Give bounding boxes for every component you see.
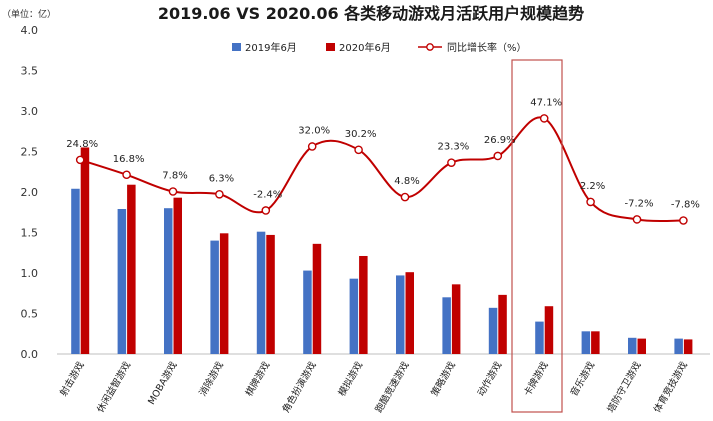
bar — [266, 234, 275, 354]
bar — [71, 188, 80, 354]
x-tick-label: 塔防守卫游戏 — [605, 359, 644, 415]
bar — [544, 306, 554, 354]
growth-point — [261, 206, 271, 215]
bar — [535, 321, 544, 354]
growth-label: 7.8% — [162, 170, 187, 181]
bar — [628, 337, 637, 354]
bar — [219, 233, 229, 354]
bar — [591, 331, 600, 354]
x-tick-label: 模拟游戏 — [336, 359, 366, 398]
bar — [349, 278, 359, 354]
x-tick-label: 卡牌游戏 — [521, 359, 551, 398]
growth-label: 26.9% — [484, 135, 516, 146]
x-tick-label: MOBA游戏 — [145, 359, 179, 407]
bar — [396, 275, 405, 354]
y-tick-label: 0.5 — [21, 308, 39, 321]
bar — [451, 284, 461, 354]
growth-point — [307, 142, 317, 151]
growth-label: -2.4% — [253, 189, 282, 200]
bar — [359, 255, 368, 354]
y-unit-label: （单位：亿） — [2, 8, 56, 20]
bar — [256, 231, 266, 354]
bar — [127, 184, 136, 354]
growth-label: 30.2% — [345, 129, 377, 140]
bars — [71, 147, 693, 354]
bar — [581, 331, 591, 354]
y-tick-label: 2.0 — [21, 186, 39, 199]
growth-point — [586, 197, 595, 207]
legend-label: 同比增长率（%） — [447, 41, 527, 54]
growth-label: 4.8% — [394, 176, 419, 187]
y-tick-label: 4.0 — [21, 24, 39, 37]
growth-line: 24.8% 16.8% 7.8% 6.3% -2.4% 32.0% 30.2% 4.8% 23.… — [66, 97, 700, 225]
bar — [683, 339, 693, 354]
y-tick-label: 3.0 — [21, 105, 39, 118]
bar — [80, 147, 90, 354]
bar — [173, 197, 182, 354]
y-tick-label: 0.0 — [21, 348, 39, 361]
growth-point — [354, 145, 363, 155]
x-tick-label: 跑酷竞速游戏 — [373, 359, 412, 415]
bar — [674, 338, 683, 354]
x-tick-label: 角色扮演游戏 — [280, 359, 319, 415]
y-tick-label: 1.5 — [21, 227, 39, 240]
x-tick-label: 动作游戏 — [475, 359, 505, 398]
growth-label: 23.3% — [438, 142, 470, 153]
growth-point — [168, 187, 178, 196]
x-tick-label: 音乐游戏 — [568, 359, 598, 398]
growth-label: 47.1% — [530, 97, 562, 108]
bar — [637, 338, 646, 354]
growth-label: 16.8% — [113, 154, 145, 165]
growth-label: 6.3% — [209, 173, 234, 184]
y-axis: 0.0 0.5 1.0 1.5 2.0 2.5 3.0 3.5 4.0 — [21, 24, 39, 361]
legend-swatch — [232, 43, 241, 51]
growth-label: -7.8% — [671, 200, 700, 211]
legend-label: 2020年6月 — [339, 41, 391, 54]
legend-swatch — [326, 43, 335, 51]
growth-label: 24.8% — [66, 139, 98, 150]
bar — [210, 240, 219, 354]
bar — [312, 243, 322, 354]
legend-label: 2019年6月 — [245, 41, 297, 54]
growth-point — [122, 170, 131, 180]
growth-point — [632, 215, 642, 224]
y-tick-label: 2.5 — [21, 146, 39, 159]
x-tick-label: 消除游戏 — [197, 359, 227, 398]
growth-point — [679, 216, 688, 225]
growth-label: -7.2% — [624, 198, 653, 209]
growth-point — [75, 155, 85, 165]
y-tick-label: 3.5 — [21, 65, 39, 78]
bar — [498, 294, 507, 354]
bar — [164, 208, 173, 354]
legend-marker — [426, 43, 434, 51]
bar — [117, 209, 127, 354]
x-tick-label: 休闲益智游戏 — [94, 359, 133, 415]
growth-point — [215, 189, 224, 199]
growth-label: 32.0% — [298, 125, 330, 136]
x-tick-label: 棋牌游戏 — [243, 359, 273, 398]
highlight-box — [511, 59, 563, 413]
growth-point — [447, 158, 456, 167]
growth-point — [400, 192, 410, 202]
growth-point — [493, 151, 503, 161]
x-axis-labels: 射击游戏 休闲益智游戏 MOBA游戏 消除游戏 棋牌游戏 角色扮演游戏 模拟游戏 跑酷竞速游戏… — [57, 359, 690, 415]
x-tick-label: 策略游戏 — [429, 359, 459, 398]
growth-line-path — [79, 116, 684, 223]
growth-point — [539, 114, 549, 123]
bar — [303, 270, 312, 354]
bar — [442, 297, 451, 354]
y-tick-label: 1.0 — [21, 267, 39, 280]
growth-label: 2.2% — [580, 181, 605, 192]
chart-title: 2019.06 VS 2020.06 各类移动游戏月活跃用户规模趋势 — [158, 4, 584, 23]
x-tick-label: 射击游戏 — [57, 359, 87, 398]
legend: 2019年6月 2020年6月 同比增长率（%） — [232, 41, 527, 54]
bar — [405, 272, 414, 354]
bar — [488, 307, 498, 354]
x-tick-label: 体育竞技游戏 — [651, 359, 690, 415]
